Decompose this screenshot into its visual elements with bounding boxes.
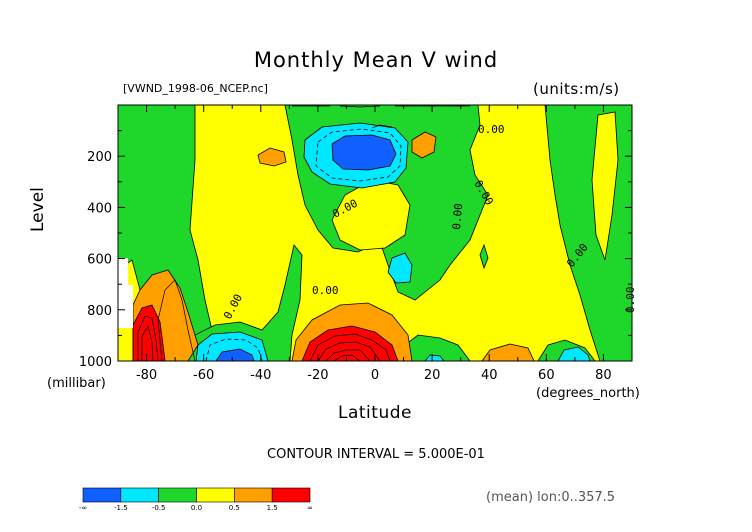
colorbar-swatch [196, 487, 235, 503]
region-orange-east-low [481, 343, 535, 361]
colorbar-label: 1.5 [267, 504, 278, 512]
contour-label: 0.00 [478, 123, 505, 136]
region-cyan-mid-low [424, 354, 445, 361]
region-cyan-east-low [557, 346, 591, 361]
contour-label: 0.00 [312, 284, 339, 297]
y-tick-label: 200 [87, 150, 112, 165]
colorbar-swatch [120, 487, 159, 503]
y-axis-unit: (millibar) [47, 376, 106, 391]
colorbar-label: -0.5 [152, 504, 166, 512]
x-tick-label: 0 [371, 368, 379, 383]
positive-inner-contours [137, 279, 391, 361]
colorbar-label: 0.0 [191, 504, 202, 512]
file-label: [VWND_1998-06_NCEP.nc] [123, 82, 268, 95]
colorbar-label: ∞ [307, 504, 313, 512]
negative-inner-contours [205, 128, 402, 361]
x-tick-label: -40 [250, 368, 271, 383]
contour-label: 0.00 [450, 203, 465, 231]
region-blue-sh-low [215, 348, 255, 361]
colorbar-swatch [82, 487, 122, 503]
contour-interval-note: CONTOUR INTERVAL = 5.000E-01 [267, 447, 485, 462]
y-tick-label: 600 [87, 253, 112, 268]
region-negative-west-low [187, 244, 303, 361]
x-axis-unit: (degrees_north) [536, 386, 640, 401]
x-tick-label: 20 [424, 368, 441, 383]
contour-label: 0.00 [624, 287, 637, 314]
x-tick-label: 60 [538, 368, 555, 383]
y-tick-label: 800 [87, 304, 112, 319]
colorbar: -∞ -1.5 -0.5 0.0 0.5 1.5 ∞ [79, 487, 313, 512]
region-cyan-mid [387, 252, 413, 284]
x-axis-label: Latitude [338, 403, 412, 423]
x-tick-label: 80 [595, 368, 612, 383]
region-orange-blob-2 [411, 131, 437, 159]
colorbar-swatch [271, 487, 311, 503]
chart-title: Monthly Mean V wind [253, 48, 499, 72]
missing-data-region [118, 258, 133, 328]
region-positive-east-inner [591, 111, 619, 261]
axis-ticks [117, 105, 633, 362]
y-tick-label: 1000 [79, 355, 112, 370]
region-negative-spike [479, 243, 489, 270]
x-tick-label: -80 [136, 368, 157, 383]
x-tick-label: -60 [193, 368, 214, 383]
colorbar-swatch [234, 487, 273, 503]
units-label: (units:m/s) [533, 80, 620, 98]
colorbar-swatch [158, 487, 197, 503]
y-tick-label: 400 [87, 201, 112, 216]
x-tick-label: 40 [481, 368, 498, 383]
axis-tick-labels: -80 -60 -40 -20 0 20 40 60 80 200 400 600 800 1000 [79, 150, 612, 383]
colorbar-label: -∞ [79, 504, 87, 512]
region-orange-blob-1 [257, 147, 287, 167]
colorbar-label: -1.5 [114, 504, 128, 512]
contour-field [118, 105, 632, 361]
mean-note: (mean) lon:0..357.5 [486, 490, 616, 505]
y-axis-label: Level [28, 187, 48, 232]
region-blue-upper-core [331, 134, 397, 171]
colorbar-label: 0.5 [229, 504, 240, 512]
x-tick-label: -20 [307, 368, 328, 383]
